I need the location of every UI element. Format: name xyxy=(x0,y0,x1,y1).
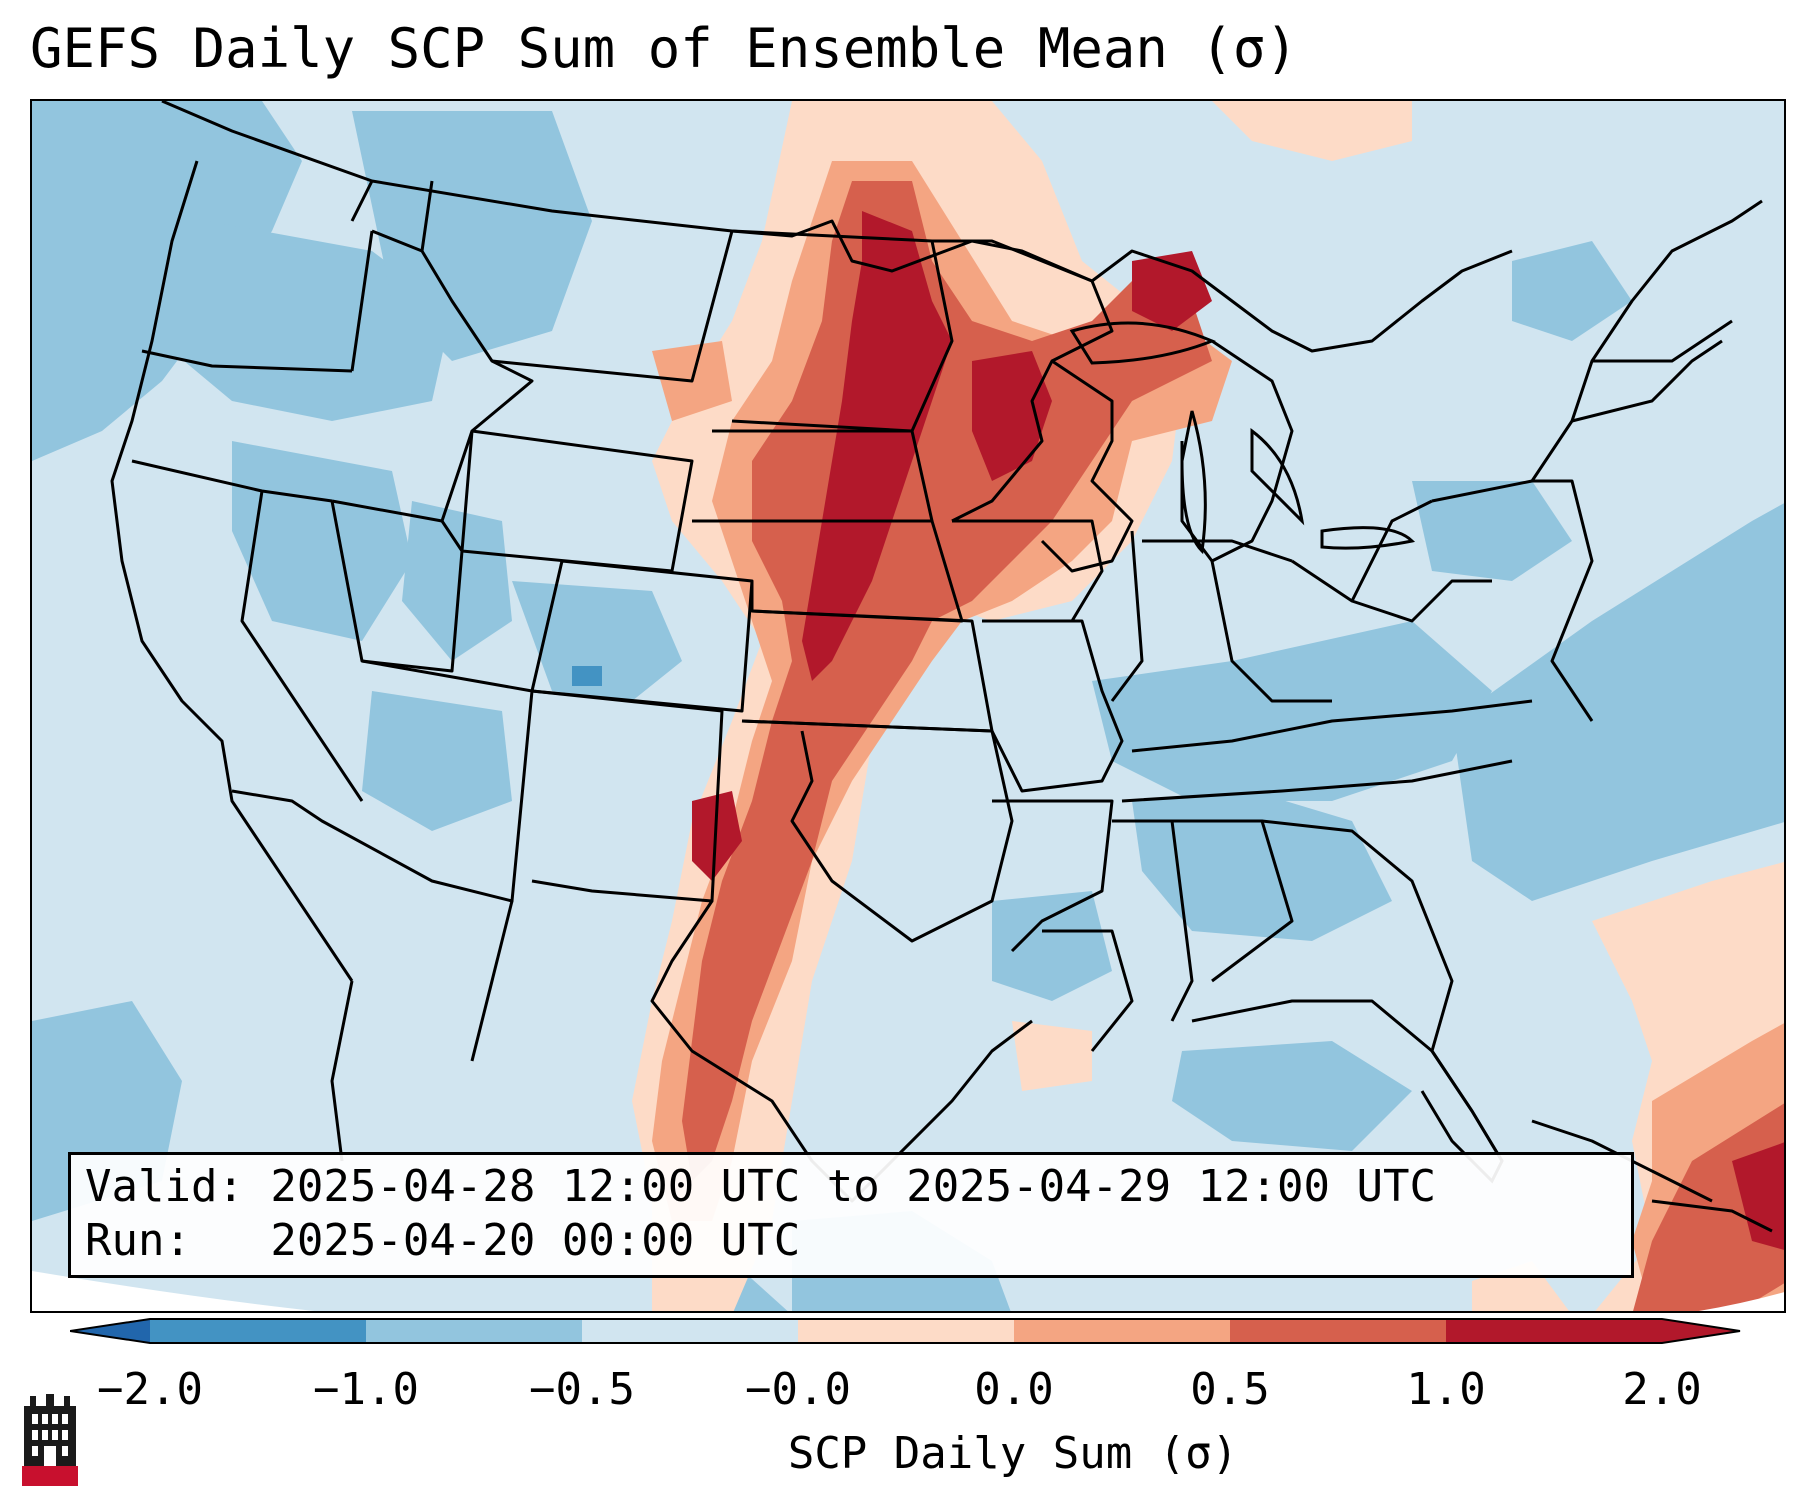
great-lakes xyxy=(1069,321,1416,555)
colorbar-tick: −2.0 xyxy=(97,1364,203,1415)
colorbar-bin-7 xyxy=(1446,1319,1662,1343)
colorbar-tick: −0.0 xyxy=(745,1364,851,1415)
colorbar-bin-6 xyxy=(1230,1319,1446,1343)
colorbar-extend-high xyxy=(1662,1319,1740,1343)
map-panel: Valid: 2025-04-28 12:00 UTC to 2025-04-2… xyxy=(30,99,1786,1313)
colorbar-bin-4 xyxy=(798,1319,1014,1343)
valid-time: Valid: 2025-04-28 12:00 UTC to 2025-04-2… xyxy=(85,1161,1437,1212)
niu-logo xyxy=(22,1394,78,1486)
colorbar-bin-1 xyxy=(150,1319,366,1343)
page-title: GEFS Daily SCP Sum of Ensemble Mean (σ) xyxy=(30,17,1298,80)
colorbar-tick: 1.0 xyxy=(1406,1364,1486,1415)
colorbar-bin-5 xyxy=(1014,1319,1230,1343)
colorbar-label: SCP Daily Sum (σ) xyxy=(787,1428,1239,1479)
field-positive-extreme xyxy=(692,211,1784,1250)
colorbar-bin-2 xyxy=(366,1319,582,1343)
colorbar-extend-low xyxy=(70,1319,150,1343)
scp-field-map xyxy=(32,101,1784,1311)
colorbar-tick: 0.5 xyxy=(1190,1364,1270,1415)
colorbar xyxy=(70,1318,1741,1344)
domain-edge-right xyxy=(1698,1292,1784,1311)
domain-edge-left xyxy=(32,1271,315,1311)
colorbar-bin-3 xyxy=(582,1319,798,1343)
colorbar-tick: 0.0 xyxy=(974,1364,1054,1415)
colorbar-tick: −0.5 xyxy=(529,1364,635,1415)
field-negative-moderate xyxy=(32,101,1784,1311)
colorbar-tick: 2.0 xyxy=(1622,1364,1702,1415)
colorbar-tick: −1.0 xyxy=(313,1364,419,1415)
field-negative-strong xyxy=(572,666,602,686)
run-time: Run: 2025-04-20 00:00 UTC xyxy=(85,1215,801,1266)
info-box: Valid: 2025-04-28 12:00 UTC to 2025-04-2… xyxy=(68,1152,1634,1278)
